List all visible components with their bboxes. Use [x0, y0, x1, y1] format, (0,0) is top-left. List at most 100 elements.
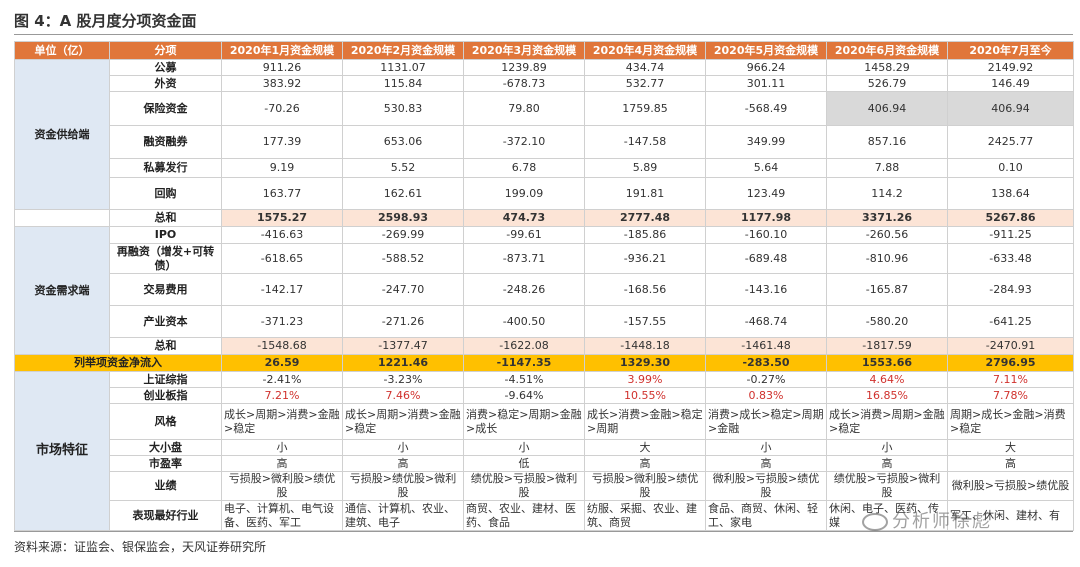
value-cell: 高 [705, 455, 827, 472]
footer-divider [14, 531, 1073, 532]
value-cell: -468.74 [705, 305, 827, 338]
value-cell: -3.23% [342, 371, 464, 388]
value-cell: 通信、计算机、农业、建筑、电子 [342, 500, 464, 531]
value-cell: 138.64 [947, 177, 1074, 210]
row-label: 上证综指 [109, 371, 222, 388]
value-cell: -70.26 [221, 91, 343, 126]
value-cell: 532.77 [584, 75, 706, 92]
value-cell: 162.61 [342, 177, 464, 210]
value-cell: 7.21% [221, 387, 343, 404]
column-header: 单位（亿） [14, 41, 110, 60]
column-header: 分项 [109, 41, 222, 60]
column-header: 2020年5月资金规模 [705, 41, 827, 60]
value-cell: 1553.66 [826, 354, 948, 372]
row-label: 表现最好行业 [109, 500, 222, 531]
value-cell: -99.61 [463, 226, 585, 244]
value-cell: -633.48 [947, 243, 1074, 274]
value-cell: 小 [342, 439, 464, 456]
value-cell: 1458.29 [826, 59, 948, 76]
value-cell: 1575.27 [221, 209, 343, 227]
table-row: 交易费用 -142.17 -247.70 -248.26 -168.56 -143.16-… [15, 273, 1074, 306]
value-cell: -400.50 [463, 305, 585, 338]
value-cell: 911.26 [221, 59, 343, 76]
value-cell: 大 [584, 439, 706, 456]
value-cell: -1461.48 [705, 337, 827, 355]
value-cell: 2777.48 [584, 209, 706, 227]
value-cell: -1448.18 [584, 337, 706, 355]
value-cell: -147.58 [584, 125, 706, 159]
value-cell: 2149.92 [947, 59, 1074, 76]
value-cell: 79.80 [463, 91, 585, 126]
value-cell: 5.52 [342, 158, 464, 178]
group-label: 资金需求端 [14, 226, 110, 355]
value-cell: 16.85% [826, 387, 948, 404]
value-cell: 高 [947, 455, 1074, 472]
table-row: 资金需求端 IPO -416.63 -269.99 -99.61 -185.86 -160.… [14, 226, 1074, 355]
row-label: 市盈率 [109, 455, 222, 472]
table-row: 市场特征 上证综指 -2.41% -3.23% -4.51% 3.99% -0.27% 4.6… [14, 371, 1074, 531]
value-cell: 123.49 [705, 177, 827, 210]
value-cell: -157.55 [584, 305, 706, 338]
supply-total-row: 总和 1575.27 2598.93 474.73 2777.48 1177.98 3371… [14, 209, 1074, 227]
value-cell: -580.20 [826, 305, 948, 338]
table-row: 表现最好行业 电子、计算机、电气设备、医药、军工 通信、计算机、农业、建筑、电子 商贸… [15, 500, 1074, 531]
row-label: IPO [109, 226, 222, 244]
value-cell: 653.06 [342, 125, 464, 159]
row-label: 融资融券 [109, 125, 222, 159]
value-cell: 0.10 [947, 158, 1074, 178]
value-cell: 高 [342, 455, 464, 472]
column-header: 2020年7月至今 [947, 41, 1074, 60]
value-cell: 亏损股>微利股>绩优股 [221, 471, 343, 501]
value-cell: 微利股>亏损股>绩优股 [705, 471, 827, 501]
row-label: 业绩 [109, 471, 222, 501]
value-cell: 小 [705, 439, 827, 456]
value-cell: -160.10 [705, 226, 827, 244]
watermark: 分析师徐彪 [862, 507, 992, 533]
table-row: 市盈率高高低高高高高 [15, 455, 1074, 472]
value-cell: -284.93 [947, 273, 1074, 306]
value-cell: 商贸、农业、建材、医药、食品 [463, 500, 585, 531]
value-cell: 406.94 [826, 91, 948, 126]
value-cell: 5267.86 [947, 209, 1074, 227]
row-label: 交易费用 [109, 273, 222, 306]
figure-title: 图 4：A 股月度分项资金面 [14, 12, 197, 30]
value-cell: 亏损股>微利股>绩优股 [584, 471, 706, 501]
value-cell: -185.86 [584, 226, 706, 244]
value-cell: 食品、商贸、休闲、轻工、家电 [705, 500, 827, 531]
value-cell: 530.83 [342, 91, 464, 126]
value-cell: 小 [463, 439, 585, 456]
row-label: 回购 [109, 177, 222, 210]
value-cell: 1759.85 [584, 91, 706, 126]
row-label: 私募发行 [109, 158, 222, 178]
value-cell: 7.78% [947, 387, 1074, 404]
value-cell: -689.48 [705, 243, 827, 274]
value-cell: -1622.08 [463, 337, 585, 355]
value-cell: 474.73 [463, 209, 585, 227]
value-cell: 857.16 [826, 125, 948, 159]
table-row: 再融资（增发+可转债） -618.65 -588.52 -873.71 -936.21-… [15, 243, 1074, 274]
value-cell: 7.11% [947, 371, 1074, 388]
value-cell: -260.56 [826, 226, 948, 244]
value-cell: 1329.30 [584, 354, 706, 372]
value-cell: 绩优股>亏损股>微利股 [826, 471, 948, 501]
value-cell: -372.10 [463, 125, 585, 159]
value-cell: 电子、计算机、电气设备、医药、军工 [221, 500, 343, 531]
value-cell: 成长>周期>消费>金融>稳定 [342, 403, 464, 440]
row-label: 公募 [109, 59, 222, 76]
table-row: 产业资本 -371.23 -271.26 -400.50 -157.55 -468.74-… [15, 305, 1074, 338]
table-row: 资金供给端 公募 911.26 1131.07 1239.89 434.74 966.24 1… [14, 59, 1074, 210]
value-cell: -269.99 [342, 226, 464, 244]
value-cell: 7.46% [342, 387, 464, 404]
value-cell: -248.26 [463, 273, 585, 306]
value-cell: -2470.91 [947, 337, 1074, 355]
value-cell: 7.88 [826, 158, 948, 178]
group-label: 资金供给端 [14, 59, 110, 210]
value-cell: -416.63 [221, 226, 343, 244]
value-cell: -873.71 [463, 243, 585, 274]
value-cell: -588.52 [342, 243, 464, 274]
watermark-text: 分析师徐彪 [892, 511, 992, 532]
value-cell: 3.99% [584, 371, 706, 388]
value-cell: 纺服、采掘、农业、建筑、商贸 [584, 500, 706, 531]
value-cell: 2796.95 [947, 354, 1074, 372]
row-label: 产业资本 [109, 305, 222, 338]
